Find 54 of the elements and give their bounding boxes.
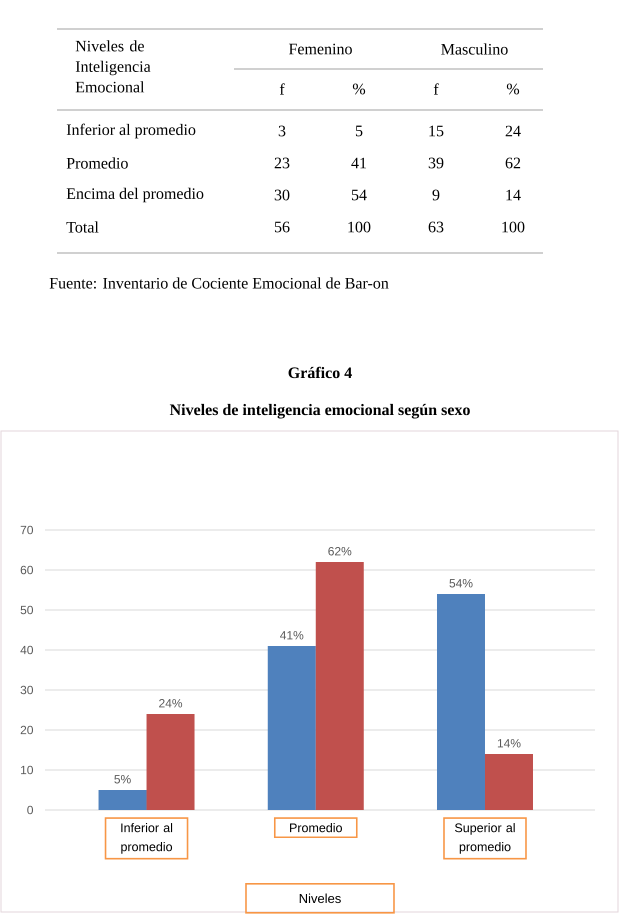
y-tick-label: 70 [20,526,33,534]
data-label: 9 [432,190,440,200]
data-label: 62 [506,158,520,168]
data-label: 54 [352,190,367,200]
data-label: 41 [351,158,366,168]
text: Femenino [288,44,352,54]
data-label: 24 [506,126,521,136]
bar [146,714,195,810]
data-label: 39 [428,158,444,168]
chart-subtitle: Niveles de inteligencia emocional según sexo [170,404,470,419]
data-label: 54% [449,579,473,588]
x-tick-label: Inferior al promedio [121,823,172,854]
data-label: 5% [114,775,131,784]
text: Niveles de Inteligencia Emocional [76,40,151,92]
text: % [506,84,520,94]
category-label: Total [66,221,99,233]
category-label: Promedio [66,157,128,169]
y-tick-label: 40 [20,646,33,654]
text: f [434,83,439,95]
bar [484,754,533,810]
y-tick-label: 50 [20,606,33,614]
bar [268,646,316,810]
y-tick-label: 10 [21,766,33,774]
x-axis-title: Niveles [300,894,341,904]
x-tick-label: Promedio [290,823,342,832]
chart-title: Gráfico 4 [288,366,352,378]
data-label: 24% [159,699,182,708]
category-label: Encima del promedio [66,188,204,202]
y-tick-label: 20 [20,726,33,734]
data-label: 14% [498,739,521,748]
data-label: 63 [428,222,444,232]
bar [436,594,485,810]
data-label: 3 [278,126,286,136]
category-label: Inferior al promedio [66,124,196,138]
data-label: 14 [506,190,521,200]
data-label: 56 [274,222,290,232]
text: f [280,83,285,95]
y-tick-label: 30 [20,686,33,694]
data-label: 41% [280,631,304,640]
data-label: 23 [274,158,290,168]
y-tick-label: 60 [20,566,33,574]
data-label: 30 [274,190,290,200]
source-note: Fuente: Inventario de Cociente Emocional de Bar-on [50,277,389,289]
text: % [352,84,366,94]
data-label: 100 [502,222,524,232]
data-label: 15 [429,126,444,136]
x-tick-label: Superior al promedio [454,823,515,854]
data-label: 5 [356,126,362,136]
text: Masculino [441,43,508,55]
data-label: 100 [348,222,370,232]
data-label: 62% [328,546,352,556]
y-tick-label: 0 [27,806,34,814]
bar [316,562,364,810]
bar [98,790,147,810]
